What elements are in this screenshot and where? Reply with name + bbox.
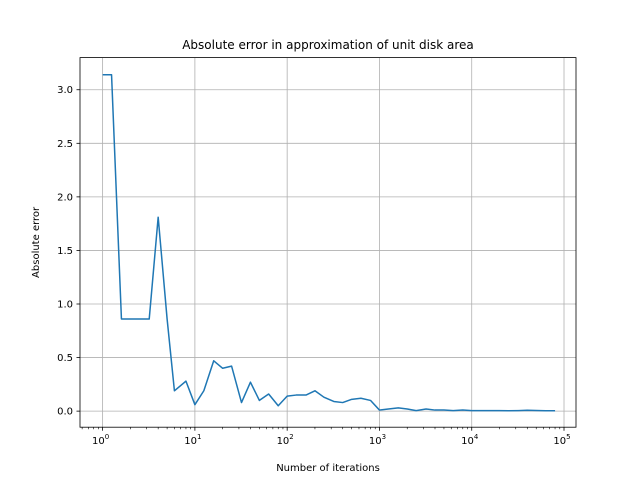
x-tick-label: 103 [369, 433, 386, 447]
series-line [102, 73, 556, 412]
y-tick-label: 1.5 [57, 246, 73, 257]
y-tick-label: 2.5 [57, 139, 73, 150]
x-tick-label: 102 [277, 433, 294, 447]
y-tick-label: 2.0 [57, 192, 73, 203]
x-tick-label: 101 [184, 433, 201, 447]
x-tick-exponent: 4 [474, 433, 479, 441]
x-tick-label: 100 [92, 433, 109, 447]
series-layer [102, 73, 556, 412]
x-tick-exponent: 1 [197, 433, 201, 441]
plot-frame [79, 57, 577, 428]
x-tick-base: 10 [369, 436, 382, 447]
y-tick-label: 1.0 [57, 300, 73, 311]
grid [80, 57, 576, 428]
x-tick-exponent: 2 [289, 433, 293, 441]
x-tick-exponent: 0 [105, 433, 109, 441]
x-tick-base: 10 [92, 436, 105, 447]
x-tick-base: 10 [277, 436, 290, 447]
x-tick-label: 104 [461, 433, 479, 447]
y-axis-label: Absolute error [31, 206, 42, 278]
x-tick-exponent: 3 [382, 433, 386, 441]
x-tick-base: 10 [461, 436, 474, 447]
x-tick-label: 105 [553, 433, 570, 447]
x-tick-exponent: 5 [566, 433, 570, 441]
y-tick-label: 0.5 [57, 353, 73, 364]
chart-title: Absolute error in approximation of unit … [182, 38, 474, 52]
x-tick-base: 10 [184, 436, 197, 447]
x-axis-label: Number of iterations [276, 463, 380, 474]
x-tick-base: 10 [553, 436, 566, 447]
y-tick-label: 3.0 [57, 85, 73, 96]
y-tick-label: 0.0 [57, 407, 73, 418]
